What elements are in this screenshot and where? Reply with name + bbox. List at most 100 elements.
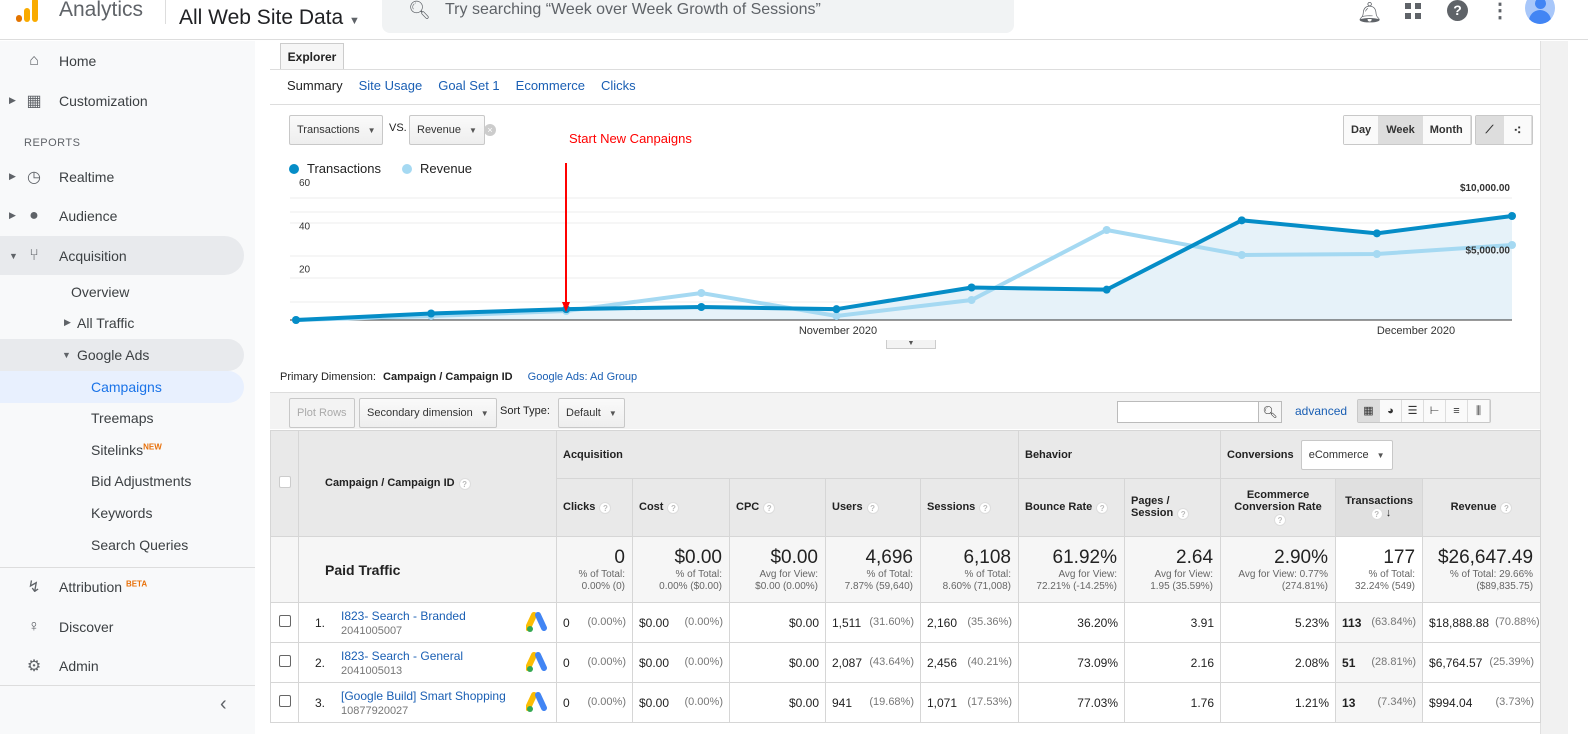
- transactions-point[interactable]: [832, 305, 841, 314]
- transactions-point[interactable]: [427, 309, 436, 318]
- column-header-bounce-rate[interactable]: Bounce Rate?: [1018, 478, 1125, 537]
- sidebar-item-all-traffic[interactable]: ▶ All Traffic: [0, 303, 244, 342]
- help-icon[interactable]: ?: [1500, 501, 1513, 514]
- plot-rows-button[interactable]: Plot Rows: [289, 398, 355, 428]
- search-input[interactable]: 🔍︎ Try searching “Week over Week Growth …: [382, 0, 1014, 33]
- property-selector[interactable]: All Web Site Data ▼: [179, 6, 360, 30]
- revenue-point[interactable]: [832, 312, 841, 320]
- avatar[interactable]: [1525, 0, 1555, 24]
- table-view-icon[interactable]: ▦: [1358, 400, 1380, 422]
- sidebar-item-keywords[interactable]: Keywords: [0, 497, 244, 529]
- motion-chart-icon[interactable]: ⁖: [1504, 116, 1532, 144]
- campaign-link[interactable]: I823- Search - Branded: [341, 608, 466, 623]
- column-header-ecommerce-conversion-rate[interactable]: Ecommerce Conversion Rate?: [1220, 478, 1337, 537]
- column-header-pages-per-session[interactable]: Pages / Session?: [1123, 478, 1222, 537]
- remove-metric-icon[interactable]: ×: [484, 124, 496, 136]
- collapse-sidebar-icon[interactable]: ‹: [220, 693, 227, 715]
- week-button[interactable]: Week: [1379, 116, 1423, 144]
- sidebar-item-bid-adjustments[interactable]: Bid Adjustments: [0, 465, 244, 497]
- table-search-input[interactable]: [1117, 401, 1259, 423]
- sidebar-item-home[interactable]: ⌂ Home: [0, 41, 244, 80]
- sidebar-item-search-queries[interactable]: Search Queries: [0, 529, 244, 561]
- bell-icon[interactable]: 🔔︎: [1357, 2, 1383, 24]
- subtab-clicks[interactable]: Clicks: [601, 78, 636, 93]
- help-icon[interactable]: ?: [979, 501, 992, 514]
- campaign-link[interactable]: [Google Build] Smart Shopping: [341, 688, 506, 703]
- performance-view-icon[interactable]: ☰: [1402, 400, 1424, 422]
- comparison-view-icon[interactable]: ⊢: [1424, 400, 1446, 422]
- tab-explorer[interactable]: Explorer: [280, 43, 344, 70]
- transactions-point[interactable]: [697, 303, 706, 311]
- sort-type-select[interactable]: Default ▼: [558, 398, 625, 428]
- help-icon[interactable]: ?: [458, 477, 471, 490]
- metric1-select[interactable]: Transactions ▼: [289, 115, 384, 145]
- sidebar-item-treemaps[interactable]: Treemaps: [0, 402, 244, 434]
- revenue-point[interactable]: [1237, 251, 1246, 259]
- revenue-point[interactable]: [1372, 250, 1381, 258]
- sidebar-item-admin[interactable]: ⚙ Admin: [0, 646, 244, 685]
- revenue-point[interactable]: [697, 289, 706, 297]
- search-icon[interactable]: 🔍︎: [1258, 401, 1282, 423]
- column-header-cost[interactable]: Cost?: [632, 478, 730, 537]
- help-icon[interactable]: ?: [1370, 507, 1383, 520]
- sidebar-item-sitelinks[interactable]: SitelinksNEW: [0, 434, 244, 466]
- subtab-summary[interactable]: Summary: [287, 78, 343, 93]
- row-checkbox[interactable]: [278, 695, 291, 707]
- apps-icon[interactable]: [1405, 3, 1421, 19]
- sidebar-item-audience[interactable]: ▶ ● Audience: [0, 196, 244, 235]
- subtab-ecommerce[interactable]: Ecommerce: [515, 78, 586, 93]
- legend-revenue[interactable]: Revenue: [402, 161, 472, 176]
- subtab-site-usage[interactable]: Site Usage: [358, 78, 423, 93]
- column-header-transactions[interactable]: Transactions? ↓: [1335, 478, 1424, 537]
- sidebar-item-customization[interactable]: ▶ ▦ Customization: [0, 81, 244, 120]
- month-button[interactable]: Month: [1422, 116, 1471, 144]
- transactions-point[interactable]: [1102, 285, 1111, 294]
- metric2-select[interactable]: Revenue ▼: [409, 115, 485, 145]
- sort-desc-icon[interactable]: ↓: [1385, 507, 1392, 520]
- advanced-link[interactable]: advanced: [1295, 404, 1348, 418]
- sidebar-item-campaigns[interactable]: Campaigns: [0, 371, 244, 403]
- sidebar-item-discover[interactable]: ♀ Discover: [0, 607, 244, 646]
- help-icon[interactable]: ?: [763, 501, 776, 514]
- row-checkbox[interactable]: [278, 615, 291, 627]
- sidebar-item-realtime[interactable]: ▶ ◷ Realtime: [0, 157, 244, 196]
- column-header-users[interactable]: Users?: [825, 478, 921, 537]
- pivot-view-icon[interactable]: ⫼: [1468, 400, 1490, 422]
- column-header-sessions[interactable]: Sessions?: [920, 478, 1019, 537]
- sidebar-item-google-ads[interactable]: ▼ Google Ads: [0, 339, 244, 371]
- pie-view-icon[interactable]: ◕: [1380, 400, 1402, 422]
- legend-transactions[interactable]: Transactions: [289, 161, 381, 176]
- more-vert-icon[interactable]: ⋮: [1490, 0, 1510, 22]
- day-button[interactable]: Day: [1344, 116, 1380, 144]
- transactions-point[interactable]: [1508, 212, 1516, 220]
- row-checkbox[interactable]: [278, 655, 291, 667]
- transactions-point[interactable]: [1372, 229, 1381, 238]
- help-icon[interactable]: ?: [1447, 0, 1468, 21]
- help-icon[interactable]: ?: [1177, 507, 1190, 520]
- sidebar-item-attribution[interactable]: ↯ Attribution BETA: [0, 567, 244, 606]
- line-chart-icon[interactable]: ⟋: [1476, 116, 1504, 144]
- sidebar-item-overview[interactable]: Overview: [0, 272, 244, 311]
- help-icon[interactable]: ?: [599, 501, 612, 514]
- term-cloud-view-icon[interactable]: ≡: [1446, 400, 1468, 422]
- help-icon[interactable]: ?: [1096, 501, 1109, 514]
- help-icon[interactable]: ?: [866, 501, 879, 514]
- sidebar-item-acquisition[interactable]: ▼ ⑂ Acquisition: [0, 236, 244, 275]
- revenue-point[interactable]: [967, 296, 976, 304]
- column-header-clicks[interactable]: Clicks?: [556, 478, 633, 537]
- campaign-link[interactable]: I823- Search - General: [341, 648, 464, 663]
- select-all-checkbox[interactable]: [278, 476, 291, 488]
- subtab-goal-set-1[interactable]: Goal Set 1: [438, 78, 500, 93]
- column-header-revenue[interactable]: Revenue?: [1422, 478, 1542, 537]
- dimension-header[interactable]: Campaign / Campaign ID?: [298, 430, 557, 537]
- conversions-select[interactable]: eCommerce ▼: [1300, 439, 1393, 470]
- secondary-dimension-select[interactable]: Secondary dimension ▼: [359, 398, 497, 428]
- revenue-point[interactable]: [1102, 226, 1111, 234]
- alt-dimension-link[interactable]: Google Ads: Ad Group: [527, 371, 638, 383]
- column-header-cpc[interactable]: CPC?: [729, 478, 826, 537]
- chart-resize-handle[interactable]: ▼: [886, 340, 936, 349]
- revenue-point[interactable]: [1508, 241, 1516, 249]
- scrollbar[interactable]: [1540, 41, 1568, 734]
- transactions-point[interactable]: [292, 316, 300, 324]
- transactions-point[interactable]: [967, 283, 976, 292]
